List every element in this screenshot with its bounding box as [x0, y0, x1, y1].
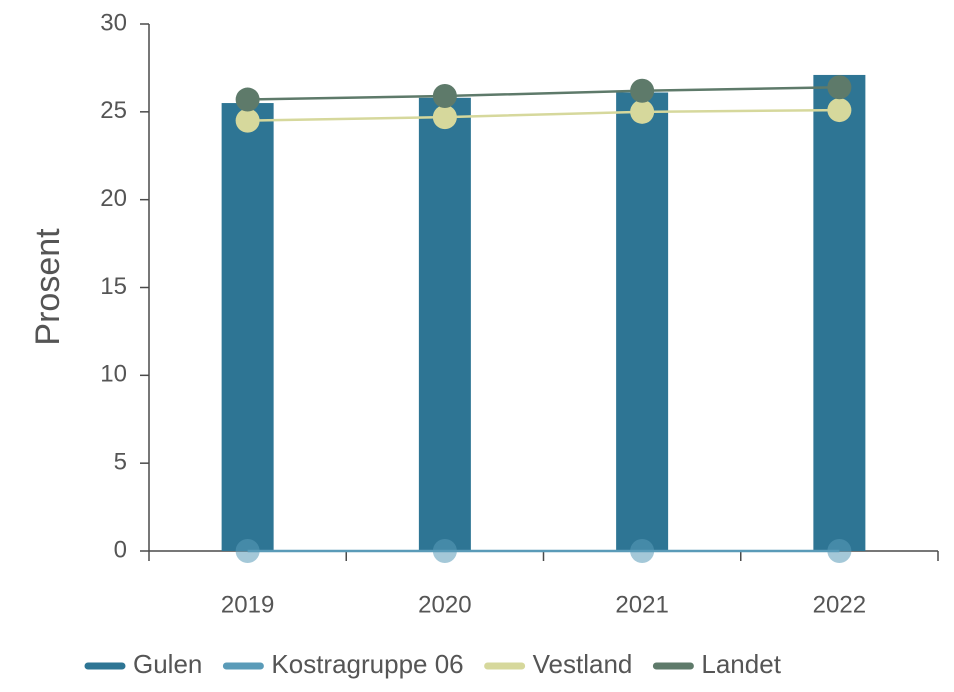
bar-gulen [418, 97, 471, 551]
line-vestland [247, 108, 840, 122]
point-landet [432, 84, 457, 109]
y-tick-label: 30 [100, 9, 127, 36]
point-kostragruppe-06 [630, 539, 655, 563]
point-kostragruppe-06 [235, 539, 260, 563]
bar-gulen [616, 92, 669, 551]
legend-label-landet: Landet [701, 649, 781, 679]
bar-series-group [221, 74, 866, 552]
x-tick-label: 2020 [418, 591, 471, 618]
point-kostragruppe-06 [827, 539, 852, 563]
legend-label-kostragruppe-06: Kostragruppe 06 [271, 649, 463, 679]
point-landet [630, 78, 655, 103]
line-series-group [235, 75, 852, 563]
x-tick-label: 2021 [615, 591, 668, 618]
legend: Gulen Kostragruppe 06 Vestland Landet [84, 649, 782, 679]
point-landet [827, 75, 852, 100]
y-tick-label: 20 [100, 185, 127, 212]
y-tick-label: 5 [114, 449, 127, 476]
line-landet [247, 85, 840, 101]
bar-gulen [221, 103, 274, 552]
point-kostragruppe-06 [432, 539, 457, 563]
legend-label-gulen: Gulen [133, 649, 202, 679]
y-tick-label: 0 [114, 536, 127, 563]
x-tick-label: 2022 [813, 591, 866, 618]
point-landet [235, 87, 260, 112]
y-tick-label: 10 [100, 361, 127, 388]
x-axis: 2019 2020 2021 2022 [148, 550, 939, 618]
point-vestland [432, 105, 457, 130]
x-tick-label: 2019 [221, 591, 274, 618]
y-axis: 0 5 10 15 20 25 30 [100, 9, 150, 563]
y-axis-title: Prosent [29, 228, 67, 346]
y-tick-label: 25 [100, 97, 127, 124]
point-vestland [235, 108, 260, 133]
y-tick-label: 15 [100, 273, 127, 300]
point-vestland [827, 98, 852, 123]
legend-label-vestland: Vestland [533, 649, 633, 679]
point-vestland [630, 99, 655, 124]
bar-gulen [813, 74, 866, 552]
